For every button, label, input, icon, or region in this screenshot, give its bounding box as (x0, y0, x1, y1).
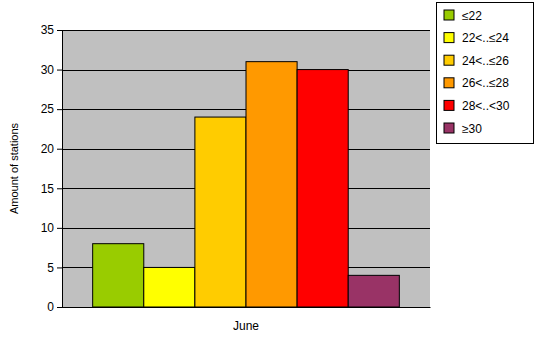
y-tick-label: 5 (47, 261, 54, 275)
y-tick-mark (57, 188, 62, 189)
y-tick-label: 35 (41, 23, 55, 37)
y-tick-mark (57, 228, 62, 229)
legend-label: ≤22 (462, 9, 482, 23)
y-tick-label: 0 (47, 300, 54, 314)
y-tick-mark (57, 307, 62, 308)
y-axis-title: Amount of stations (8, 122, 20, 214)
legend-label: 24<..≤26 (462, 54, 509, 68)
y-tick: 15 (41, 182, 62, 196)
bar (195, 117, 246, 307)
grid-line (62, 30, 430, 31)
legend-label: 26<..≤28 (462, 76, 509, 90)
y-tick: 10 (41, 221, 62, 235)
y-tick-label: 30 (41, 63, 55, 77)
y-tick-label: 20 (41, 142, 55, 156)
legend: ≤22 22<..≤24 24<..≤26 26<..≤28 28<..<30 ≥30 (437, 3, 534, 144)
chart: 0 5 10 15 20 25 30 35 June Amount of stations ≤22 2… (0, 0, 535, 359)
y-tick-mark (57, 30, 62, 31)
grid (62, 31, 430, 308)
legend-swatch (444, 33, 454, 43)
legend-swatch (444, 78, 454, 88)
bar (348, 275, 399, 307)
y-axis: 0 5 10 15 20 25 30 35 (41, 23, 63, 314)
y-tick-label: 15 (41, 182, 55, 196)
bar (297, 70, 348, 307)
legend-swatch (444, 123, 454, 133)
y-tick: 5 (47, 261, 62, 275)
legend-label: 28<..<30 (462, 99, 510, 113)
bar (246, 62, 297, 307)
bars (93, 62, 400, 307)
y-tick-mark (57, 149, 62, 150)
legend-label: ≥30 (462, 122, 482, 136)
legend-box (437, 3, 534, 144)
y-tick-mark (57, 70, 62, 71)
x-axis-line (63, 307, 431, 308)
x-tick-label: June (233, 319, 259, 333)
y-tick-label: 10 (41, 221, 55, 235)
y-tick-mark (57, 109, 62, 110)
plot-area (62, 30, 430, 307)
y-tick: 30 (41, 63, 62, 77)
y-tick: 0 (47, 300, 62, 314)
x-tick: June (233, 307, 259, 333)
y-tick: 25 (41, 102, 62, 116)
legend-swatch (444, 100, 454, 110)
x-axis: June (63, 307, 431, 333)
y-tick-label: 25 (41, 102, 55, 116)
y-axis-line (57, 31, 63, 308)
legend-swatch (444, 10, 454, 20)
y-tick: 35 (41, 23, 62, 37)
legend-swatch (444, 55, 454, 65)
y-tick: 20 (41, 142, 62, 156)
y-tick-mark (57, 267, 62, 268)
grid-line (62, 307, 430, 308)
bar (93, 244, 144, 307)
legend-label: 22<..≤24 (462, 31, 509, 45)
bar (144, 267, 195, 307)
